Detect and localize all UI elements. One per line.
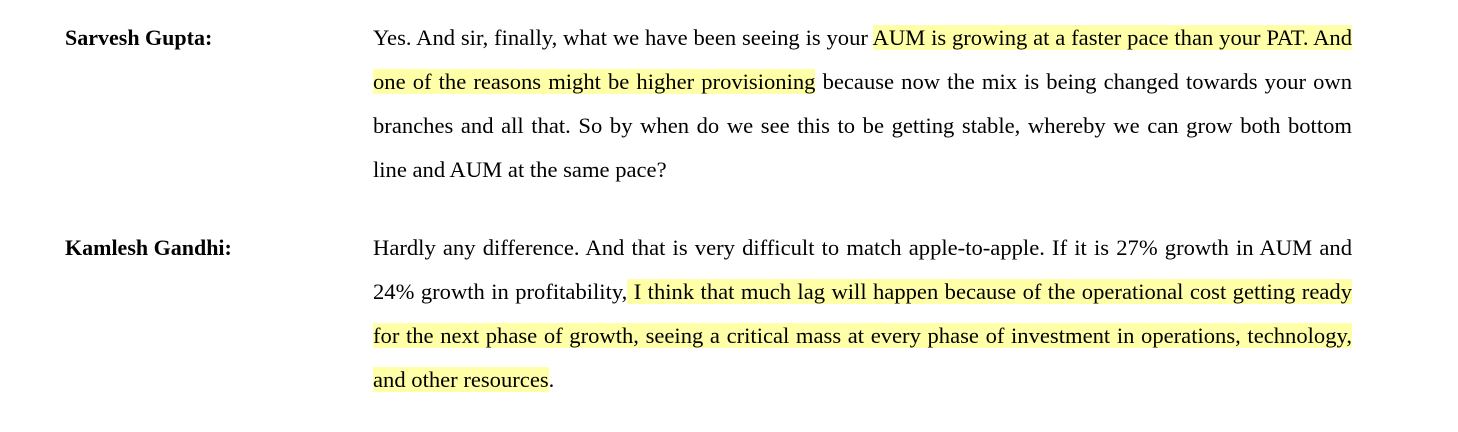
speech-text: Yes. And sir, finally, what we have been… — [373, 16, 1352, 192]
speaker-name: Kamlesh Gandhi: — [65, 235, 232, 260]
text-segment: Yes. And sir, finally, what we have been… — [373, 25, 873, 50]
text-segment: Hardly any difference. And that is very … — [373, 235, 1352, 304]
text-segment: because now the mix is being changed tow… — [373, 69, 1352, 182]
speech-text: Hardly any difference. And that is very … — [373, 226, 1352, 402]
text-segment: . — [548, 367, 555, 392]
speaker-name: Sarvesh Gupta: — [65, 25, 213, 50]
